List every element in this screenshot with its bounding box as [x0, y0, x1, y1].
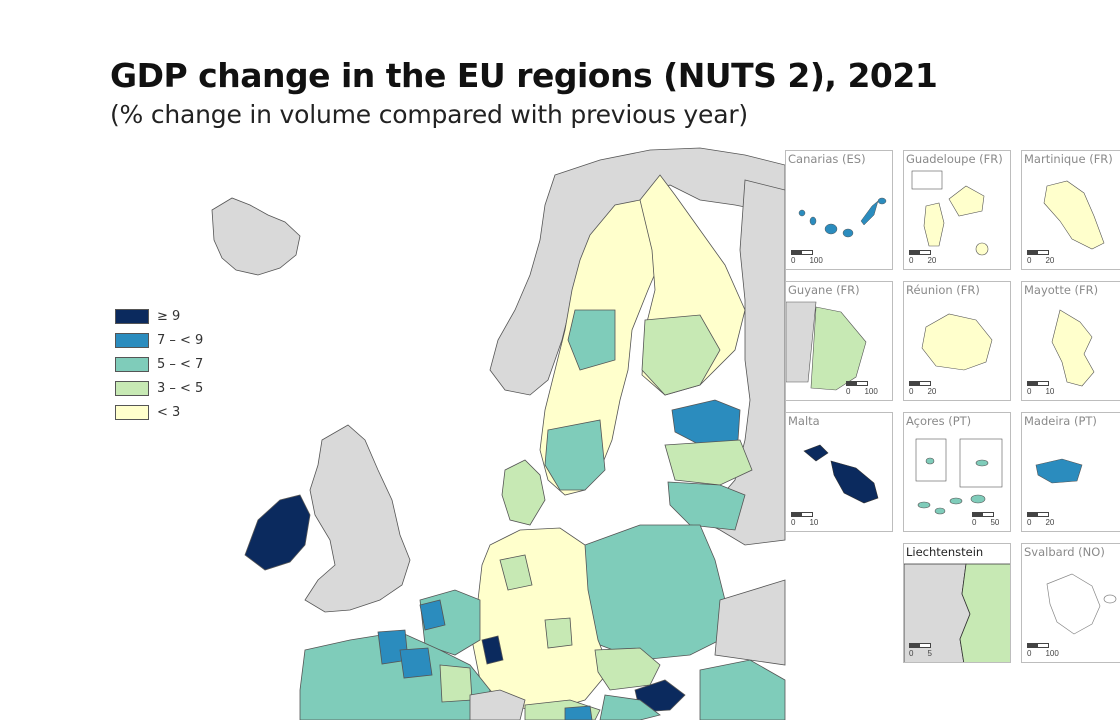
inset-label: Malta: [788, 414, 820, 428]
inset-label: Guyane (FR): [788, 283, 860, 297]
sweden-region-south: [544, 419, 606, 491]
inset-guyane: Guyane (FR) 0 100: [785, 281, 893, 401]
legend-item: 7 – < 9: [115, 328, 203, 352]
east-nonEU-shape: [699, 179, 786, 546]
legend-item: 5 – < 7: [115, 352, 203, 376]
inset-label: Açores (PT): [906, 414, 972, 428]
sweden-region-north: [567, 309, 616, 371]
inset-acores: Açores (PT) 0 50: [903, 412, 1011, 532]
germany-region-a: [499, 554, 533, 591]
belgium-region: [419, 599, 446, 631]
inset-mayotte: Mayotte (FR) 0 10: [1021, 281, 1120, 401]
inset-reunion: Réunion (FR) 0 20: [903, 281, 1011, 401]
austria-region: [564, 705, 593, 720]
inset-label: Canarias (ES): [788, 152, 866, 166]
inset-svalbard: Svalbard (NO) 0 100: [1021, 543, 1120, 663]
inset-label: Liechtenstein: [906, 545, 984, 559]
france-region-c: [439, 664, 473, 703]
legend-swatch: [115, 404, 149, 420]
legend-label: 5 – < 7: [157, 356, 204, 372]
denmark-shape: [501, 459, 546, 526]
legend-label: ≥ 9: [157, 308, 181, 324]
uk-shape: [304, 424, 411, 613]
inset-madeira: Madeira (PT) 0 20: [1021, 412, 1120, 532]
legend-swatch: [115, 380, 149, 396]
romania-shape: [699, 659, 786, 720]
legend-label: 3 – < 5: [157, 380, 204, 396]
inset-label: Guadeloupe (FR): [906, 152, 1003, 166]
legend-item: 3 – < 5: [115, 376, 203, 400]
map-subtitle: (% change in volume compared with previo…: [110, 100, 748, 129]
latvia-shape: [664, 439, 753, 486]
inset-label: Mayotte (FR): [1024, 283, 1099, 297]
inset-malta: Malta 0 10: [785, 412, 893, 532]
france-region-b: [399, 647, 433, 679]
inset-label: Martinique (FR): [1024, 152, 1113, 166]
legend-item: ≥ 9: [115, 304, 203, 328]
inset-martinique: Martinique (FR) 0 20: [1021, 150, 1120, 270]
estonia-shape: [671, 399, 741, 446]
legend-label: 7 – < 9: [157, 332, 204, 348]
swiss-nonEU-shape: [469, 689, 526, 720]
legend-swatch: [115, 308, 149, 324]
europe-map: [211, 147, 786, 720]
map-legend: ≥ 9 7 – < 9 5 – < 7 3 – < 5 < 3: [115, 304, 203, 424]
hungary-shape: [599, 694, 661, 720]
inset-label: Réunion (FR): [906, 283, 980, 297]
ireland-shape: [244, 494, 311, 571]
legend-item: < 3: [115, 400, 203, 424]
luxembourg-shape: [481, 635, 504, 665]
legend-swatch: [115, 356, 149, 372]
legend-swatch: [115, 332, 149, 348]
germany-region-b: [544, 617, 573, 649]
ukraine-nonEU-shape: [714, 579, 786, 666]
legend-label: < 3: [157, 404, 181, 420]
inset-label: Svalbard (NO): [1024, 545, 1105, 559]
inset-canarias: Canarias (ES) 0 100: [785, 150, 893, 270]
lithuania-shape: [667, 481, 746, 531]
inset-label: Madeira (PT): [1024, 414, 1097, 428]
map-title: GDP change in the EU regions (NUTS 2), 2…: [110, 56, 938, 95]
inset-guadeloupe: Guadeloupe (FR) 0 20: [903, 150, 1011, 270]
iceland-shape: [211, 197, 301, 276]
poland-shape: [579, 524, 726, 661]
finland-region-south: [641, 314, 721, 396]
